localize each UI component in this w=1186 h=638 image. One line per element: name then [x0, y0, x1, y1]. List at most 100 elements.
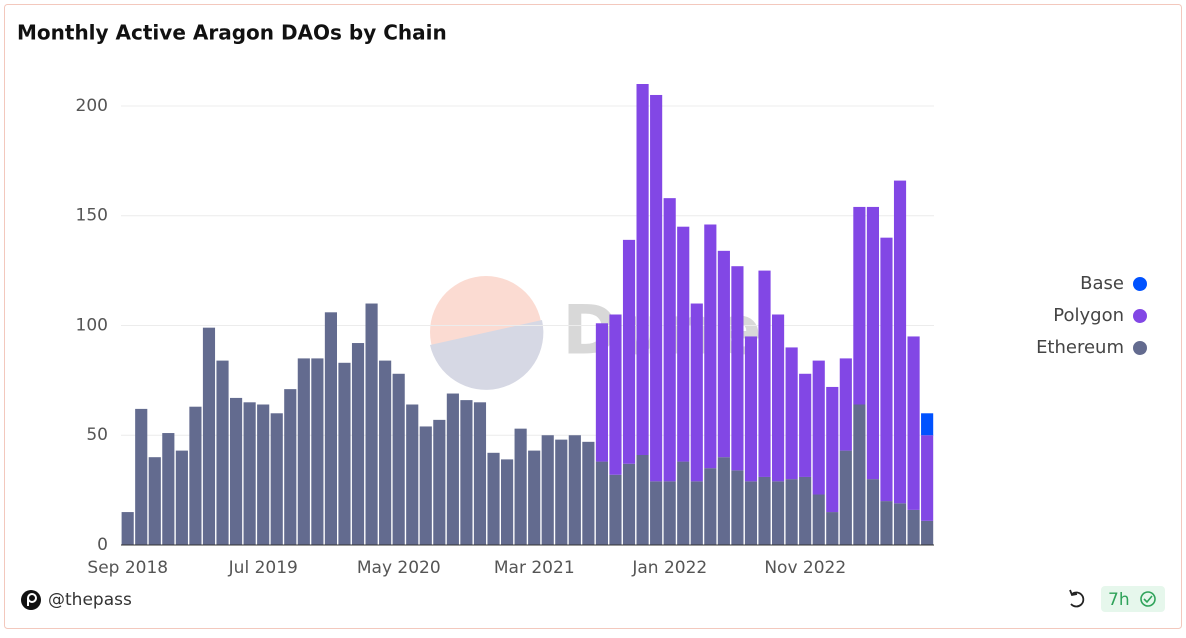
bar — [392, 373, 405, 545]
bar — [921, 413, 934, 436]
bar — [501, 459, 514, 545]
bar — [202, 327, 216, 545]
bar — [135, 408, 148, 545]
footer-avatar — [21, 590, 41, 610]
bar — [690, 303, 703, 482]
bar — [297, 358, 310, 545]
bar — [338, 362, 351, 545]
bar — [419, 426, 432, 545]
bar — [636, 454, 649, 545]
bar — [785, 347, 798, 480]
bar — [595, 323, 608, 462]
bar — [880, 501, 893, 545]
bar — [406, 404, 419, 545]
bar — [487, 452, 500, 545]
bar — [243, 402, 256, 545]
bar — [799, 373, 812, 477]
x-tick-label: Jan 2022 — [631, 558, 707, 578]
bar — [446, 393, 459, 545]
bar — [826, 386, 839, 513]
bar — [839, 358, 852, 451]
legend-marker — [1133, 277, 1147, 291]
bar — [121, 512, 134, 545]
bar — [230, 397, 243, 545]
age-label: 7h — [1108, 590, 1130, 610]
bar — [812, 360, 825, 495]
bar — [853, 404, 866, 545]
footer-user[interactable]: @thepass — [48, 590, 132, 610]
x-tick-label: Mar 2021 — [494, 558, 575, 578]
y-tick-label: 100 — [76, 315, 108, 335]
bar — [663, 198, 676, 482]
bar — [148, 457, 161, 545]
legend-marker — [1133, 309, 1147, 323]
bar — [379, 360, 392, 545]
x-tick-label: Nov 2022 — [764, 558, 846, 578]
bar — [839, 450, 852, 545]
bar — [907, 336, 920, 510]
watermark-logo — [430, 276, 544, 390]
bar — [744, 336, 758, 482]
bar — [433, 419, 446, 545]
bar — [677, 226, 690, 462]
bar — [216, 360, 229, 545]
bar — [582, 441, 595, 545]
bar — [650, 94, 663, 482]
bar — [866, 479, 879, 545]
bar — [595, 461, 608, 545]
bar — [704, 224, 717, 469]
x-tick-label: Jul 2019 — [228, 558, 298, 578]
bar — [690, 481, 703, 545]
bar — [731, 470, 744, 545]
bar — [324, 312, 337, 545]
bar — [257, 404, 270, 545]
bar — [555, 439, 568, 545]
bar — [853, 206, 866, 405]
bar — [270, 413, 283, 545]
bar — [460, 400, 473, 545]
chart-title: Monthly Active Aragon DAOs by Chain — [17, 21, 447, 45]
bar — [365, 303, 378, 545]
bar — [528, 450, 541, 545]
y-tick-label: 0 — [97, 535, 108, 555]
bar — [744, 481, 758, 545]
bar — [717, 250, 730, 458]
bar — [772, 314, 785, 482]
bar — [717, 457, 730, 545]
bar — [473, 402, 487, 545]
bar — [921, 520, 934, 545]
bar — [609, 314, 622, 475]
bar — [175, 450, 188, 545]
bar — [704, 468, 717, 545]
bar — [514, 428, 527, 545]
bar — [162, 433, 175, 545]
bar — [622, 463, 636, 545]
bar — [189, 406, 202, 545]
bar — [893, 503, 907, 545]
bar — [622, 239, 636, 464]
bar — [351, 343, 365, 545]
y-tick-label: 200 — [76, 96, 108, 116]
bar — [799, 476, 812, 545]
bar — [663, 481, 676, 545]
legend-label: Base — [1080, 273, 1124, 294]
bar — [758, 270, 771, 477]
legend-marker — [1133, 341, 1147, 355]
bar — [921, 435, 934, 521]
bar — [568, 435, 581, 545]
bar — [907, 509, 920, 545]
bar — [731, 266, 744, 471]
bar — [636, 84, 649, 455]
bar — [311, 358, 324, 545]
legend-label: Ethereum — [1036, 337, 1124, 358]
bar — [541, 435, 554, 545]
bar — [284, 389, 297, 545]
x-tick-label: May 2020 — [357, 558, 441, 578]
check-icon — [1140, 591, 1156, 607]
legend-label: Polygon — [1053, 305, 1124, 326]
bar — [609, 474, 622, 545]
bar — [812, 494, 825, 545]
refresh-icon[interactable] — [1069, 589, 1085, 608]
bar — [866, 206, 879, 480]
